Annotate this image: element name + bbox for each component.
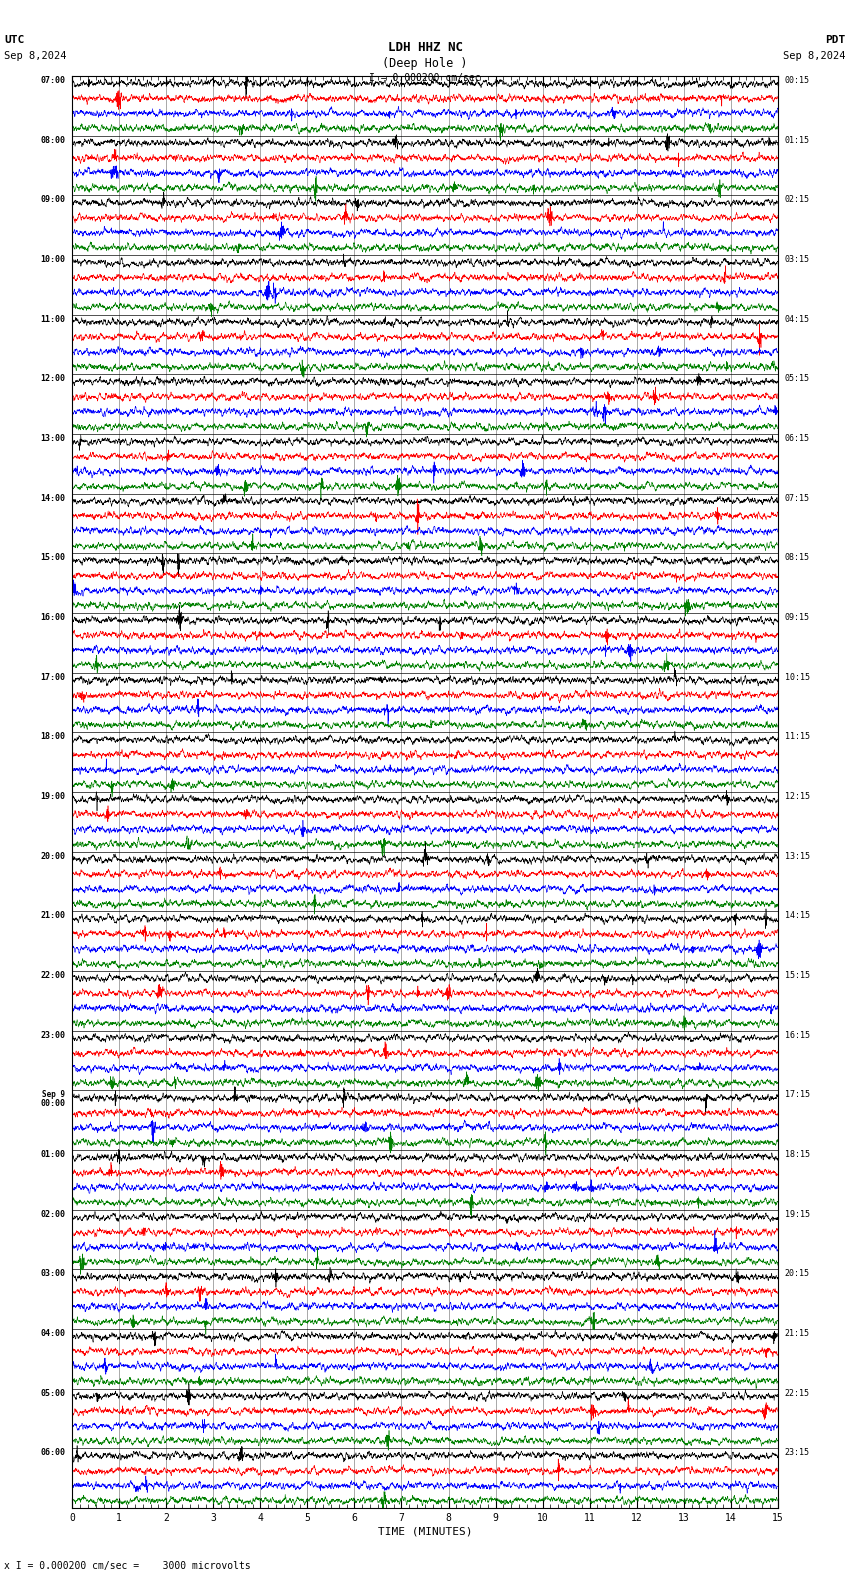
Text: 12:00: 12:00: [40, 374, 65, 383]
Text: 06:00: 06:00: [40, 1448, 65, 1457]
Text: 07:00: 07:00: [40, 76, 65, 86]
Text: 22:00: 22:00: [40, 971, 65, 980]
Text: 20:15: 20:15: [785, 1269, 810, 1278]
Text: 00:00: 00:00: [40, 1099, 65, 1109]
Text: 11:00: 11:00: [40, 315, 65, 323]
Text: 09:15: 09:15: [785, 613, 810, 623]
Text: 00:15: 00:15: [785, 76, 810, 86]
Text: 17:15: 17:15: [785, 1090, 810, 1099]
Text: 01:15: 01:15: [785, 136, 810, 144]
Text: 23:15: 23:15: [785, 1448, 810, 1457]
Text: 19:00: 19:00: [40, 792, 65, 802]
Text: 04:00: 04:00: [40, 1329, 65, 1338]
Text: 15:00: 15:00: [40, 553, 65, 562]
Text: 18:15: 18:15: [785, 1150, 810, 1159]
Text: 05:15: 05:15: [785, 374, 810, 383]
Text: 13:00: 13:00: [40, 434, 65, 444]
Text: 22:15: 22:15: [785, 1389, 810, 1397]
Text: UTC: UTC: [4, 35, 25, 44]
Text: 18:00: 18:00: [40, 732, 65, 741]
Text: 07:15: 07:15: [785, 494, 810, 502]
Text: 12:15: 12:15: [785, 792, 810, 802]
Text: 16:00: 16:00: [40, 613, 65, 623]
Text: Sep 9: Sep 9: [42, 1090, 65, 1099]
Text: 03:00: 03:00: [40, 1269, 65, 1278]
Text: 08:00: 08:00: [40, 136, 65, 144]
Text: Sep 8,2024: Sep 8,2024: [4, 51, 67, 60]
Text: 15:15: 15:15: [785, 971, 810, 980]
Text: 23:00: 23:00: [40, 1031, 65, 1039]
Text: 03:15: 03:15: [785, 255, 810, 265]
Text: 01:00: 01:00: [40, 1150, 65, 1159]
Text: 02:15: 02:15: [785, 195, 810, 204]
Text: PDT: PDT: [825, 35, 846, 44]
Text: 21:00: 21:00: [40, 911, 65, 920]
Text: I = 0.000200 cm/sec: I = 0.000200 cm/sec: [369, 73, 481, 82]
Text: 10:15: 10:15: [785, 673, 810, 681]
Text: Sep 8,2024: Sep 8,2024: [783, 51, 846, 60]
Text: 05:00: 05:00: [40, 1389, 65, 1397]
Text: 04:15: 04:15: [785, 315, 810, 323]
X-axis label: TIME (MINUTES): TIME (MINUTES): [377, 1527, 473, 1536]
Text: 09:00: 09:00: [40, 195, 65, 204]
Text: 13:15: 13:15: [785, 852, 810, 860]
Text: 06:15: 06:15: [785, 434, 810, 444]
Text: 14:15: 14:15: [785, 911, 810, 920]
Text: (Deep Hole ): (Deep Hole ): [382, 57, 468, 70]
Text: 20:00: 20:00: [40, 852, 65, 860]
Text: 02:00: 02:00: [40, 1210, 65, 1218]
Text: 16:15: 16:15: [785, 1031, 810, 1039]
Text: 08:15: 08:15: [785, 553, 810, 562]
Text: 11:15: 11:15: [785, 732, 810, 741]
Text: 17:00: 17:00: [40, 673, 65, 681]
Text: 21:15: 21:15: [785, 1329, 810, 1338]
Text: 10:00: 10:00: [40, 255, 65, 265]
Text: LDH HHZ NC: LDH HHZ NC: [388, 41, 462, 54]
Text: 19:15: 19:15: [785, 1210, 810, 1218]
Text: x I = 0.000200 cm/sec =    3000 microvolts: x I = 0.000200 cm/sec = 3000 microvolts: [4, 1562, 251, 1571]
Text: 14:00: 14:00: [40, 494, 65, 502]
